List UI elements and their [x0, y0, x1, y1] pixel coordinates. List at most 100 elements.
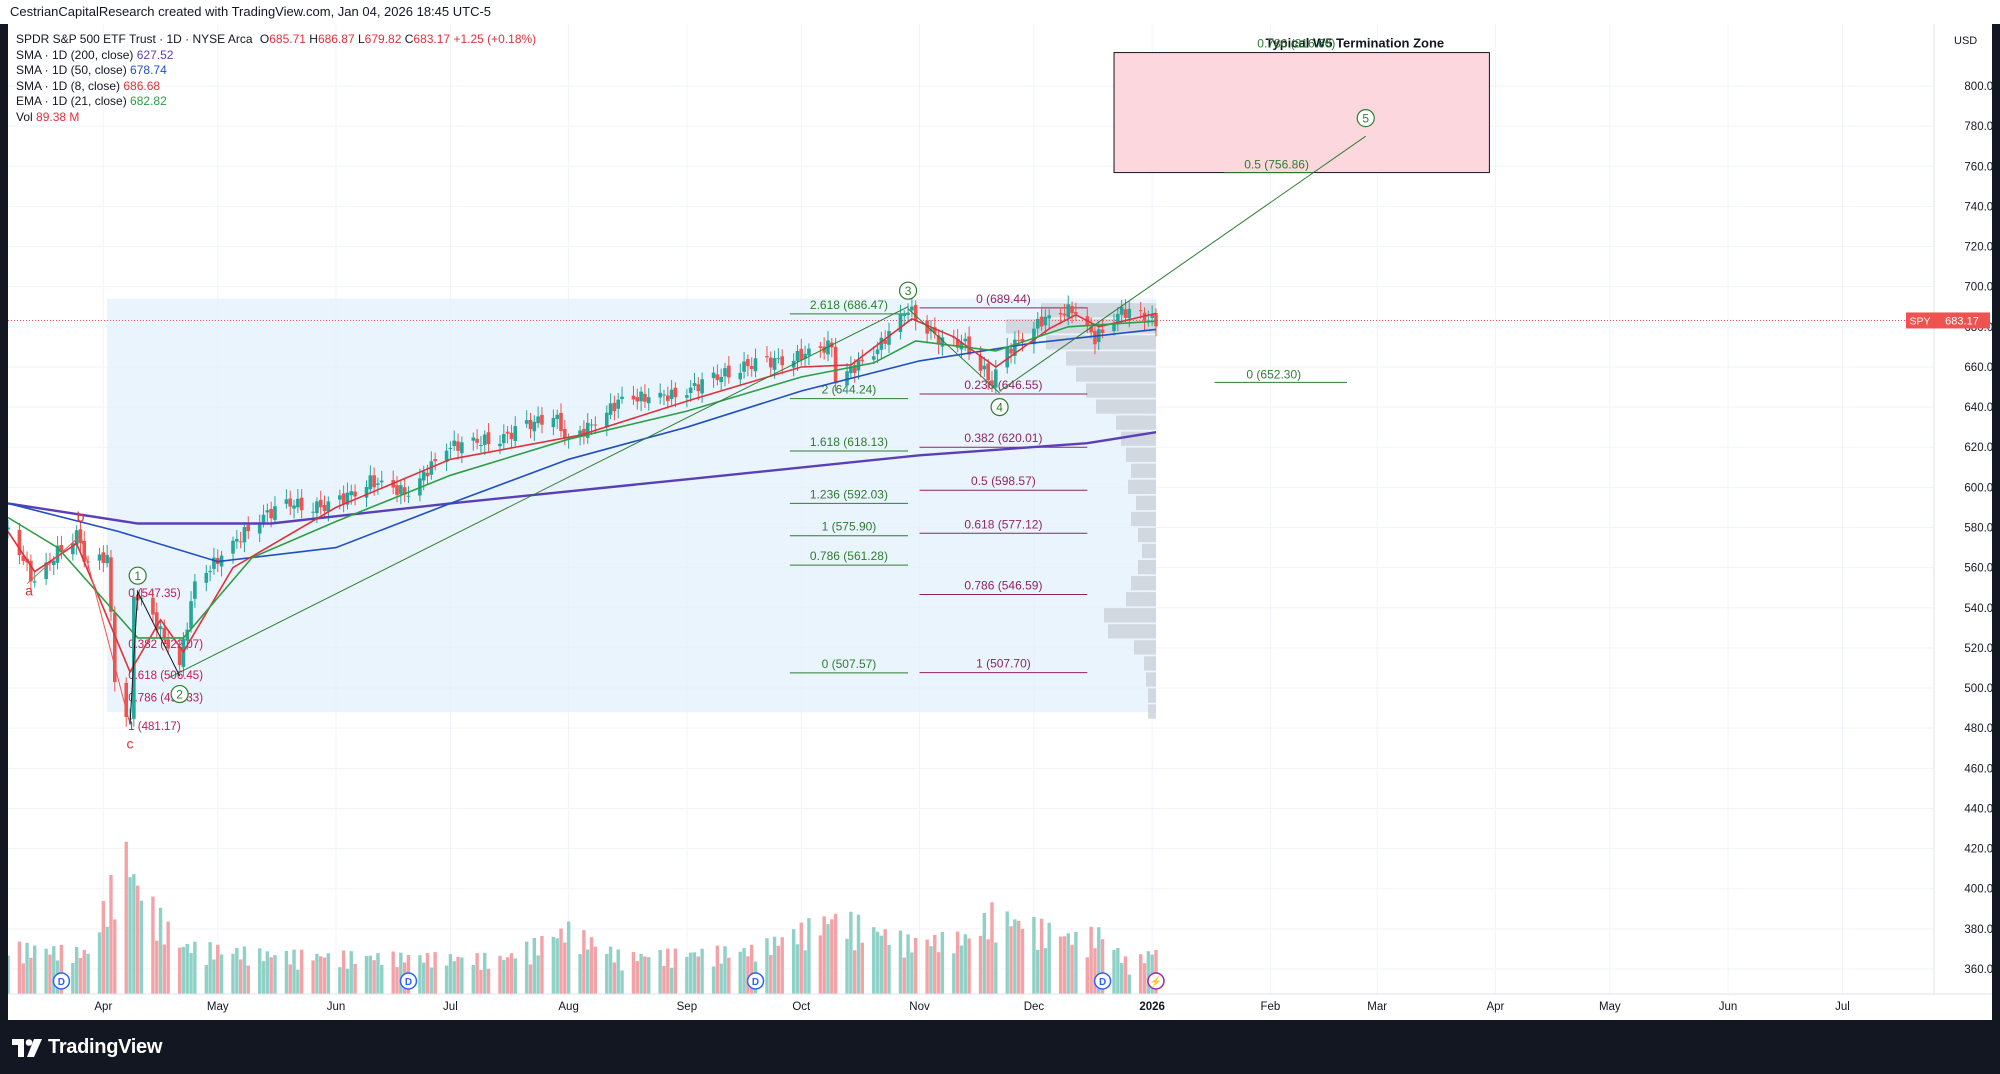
volume-bar	[566, 921, 571, 994]
wave-number: 2	[176, 688, 183, 702]
volume-bar	[86, 953, 90, 994]
volume-bar	[113, 919, 117, 994]
candle-body	[425, 472, 430, 477]
candle-body	[1070, 306, 1074, 314]
candle-body	[940, 337, 945, 347]
time-tick-label: May	[1599, 1001, 1621, 1013]
volume-bar	[1043, 948, 1048, 994]
volume-bar	[338, 967, 342, 994]
tradingview-logo[interactable]: TradingView	[12, 1036, 162, 1059]
candle-body	[925, 320, 929, 334]
volume-bar	[21, 963, 25, 994]
legend-indicator-ema21[interactable]: EMA · 1D (21, close) 682.82	[16, 94, 536, 110]
candle-body	[578, 430, 582, 436]
candle-body	[502, 434, 506, 444]
candle-body	[322, 505, 327, 512]
candle-body	[585, 422, 590, 438]
volume-bar	[448, 954, 453, 994]
volume-bar	[128, 877, 132, 994]
candle-body	[44, 562, 48, 580]
volume-bar	[29, 957, 33, 994]
candle-body	[17, 529, 22, 556]
price-tick-label: 380.00	[1964, 924, 1992, 936]
candle-body	[59, 545, 64, 553]
price-tick-label: 640.00	[1964, 402, 1992, 414]
ohlc-low-value: 679.82	[364, 32, 402, 46]
volume-profile-bar	[1130, 511, 1156, 527]
volume-bar	[8, 955, 10, 994]
volume-bar	[913, 937, 918, 994]
candle-body	[479, 445, 483, 447]
volume-bar	[238, 959, 243, 994]
candle-body	[990, 380, 994, 386]
volume-bar	[933, 934, 937, 994]
volume-bar	[1127, 974, 1131, 994]
candle-body	[742, 361, 746, 372]
legend-indicator-sma200[interactable]: SMA · 1D (200, close) 627.52	[16, 48, 536, 64]
candle-body	[1154, 313, 1158, 327]
candle-body	[32, 581, 37, 583]
volume-bar	[769, 954, 773, 994]
candle-body	[193, 581, 197, 599]
candle-body	[55, 545, 60, 563]
legend-indicator-volume[interactable]: Vol 89.38 M	[16, 110, 536, 126]
price-tick-label: 480.00	[1964, 723, 1992, 735]
candle-body	[273, 506, 277, 520]
volume-bar	[185, 943, 189, 994]
legend-indicator-sma8[interactable]: SMA · 1D (8, close) 686.68	[16, 79, 536, 95]
volume-bar	[994, 942, 998, 994]
candle-body	[822, 346, 826, 353]
candle-body	[658, 392, 662, 398]
volume-bar	[685, 956, 689, 994]
chart-plot-area[interactable]: Typical W5 Termination Zone 0.786 (816.66…	[8, 24, 1992, 1020]
volume-bar	[620, 970, 624, 994]
ma-line-sma	[8, 312, 1157, 674]
candle-body	[448, 447, 453, 449]
wave-label-c: c	[127, 735, 134, 751]
symbol-tag: SPY	[1909, 315, 1930, 327]
candle-body	[315, 501, 319, 514]
legend-indicator-sma50[interactable]: SMA · 1D (50, close) 678.74	[16, 63, 536, 79]
zero-fib-label: 0 (652.30)	[1246, 367, 1301, 381]
candle-body	[662, 394, 666, 396]
price-tick-label: 520.00	[1964, 643, 1992, 655]
volume-profile-bar	[1075, 367, 1156, 382]
volume-bar	[978, 935, 983, 994]
volume-bar	[353, 963, 357, 994]
indicator-value: 627.52	[136, 47, 174, 62]
abc-correction-path	[26, 534, 131, 725]
wave-circle	[128, 566, 147, 585]
candle-body	[235, 538, 239, 542]
volume-profile-bar	[1141, 543, 1156, 559]
fib-ret-label: 0.618 (577.12)	[964, 517, 1042, 531]
candle-body	[860, 359, 865, 362]
volume-bar	[471, 965, 475, 994]
volume-bar	[418, 955, 422, 994]
candle-body	[875, 349, 880, 355]
volume-bar	[151, 896, 155, 994]
volume-bar	[258, 948, 262, 994]
candle-body	[486, 432, 491, 445]
volume-bar	[833, 913, 838, 994]
indicator-name: SMA · 1D (200, close)	[16, 47, 134, 62]
candle-body	[368, 475, 373, 490]
candle-body	[551, 418, 556, 428]
candle-body	[1043, 316, 1048, 326]
candle-body	[261, 514, 266, 523]
candle-body	[765, 356, 769, 358]
time-tick-label: Oct	[792, 1001, 811, 1013]
volume-bar	[376, 953, 380, 994]
volume-bar	[17, 941, 22, 994]
volume-bar	[246, 965, 250, 994]
volume-bar	[647, 957, 651, 994]
volume-bar	[826, 924, 830, 994]
volume-bar	[181, 946, 186, 994]
candle-body	[151, 597, 155, 615]
price-tick-label: 360.00	[1964, 964, 1992, 976]
candle-body	[1005, 347, 1010, 368]
volume-bar	[963, 934, 967, 994]
volume-bar	[479, 969, 483, 994]
legend-symbol-name[interactable]: SPDR S&P 500 ETF Trust · 1D · NYSE Arca	[16, 32, 253, 46]
candle-body	[1093, 330, 1097, 345]
